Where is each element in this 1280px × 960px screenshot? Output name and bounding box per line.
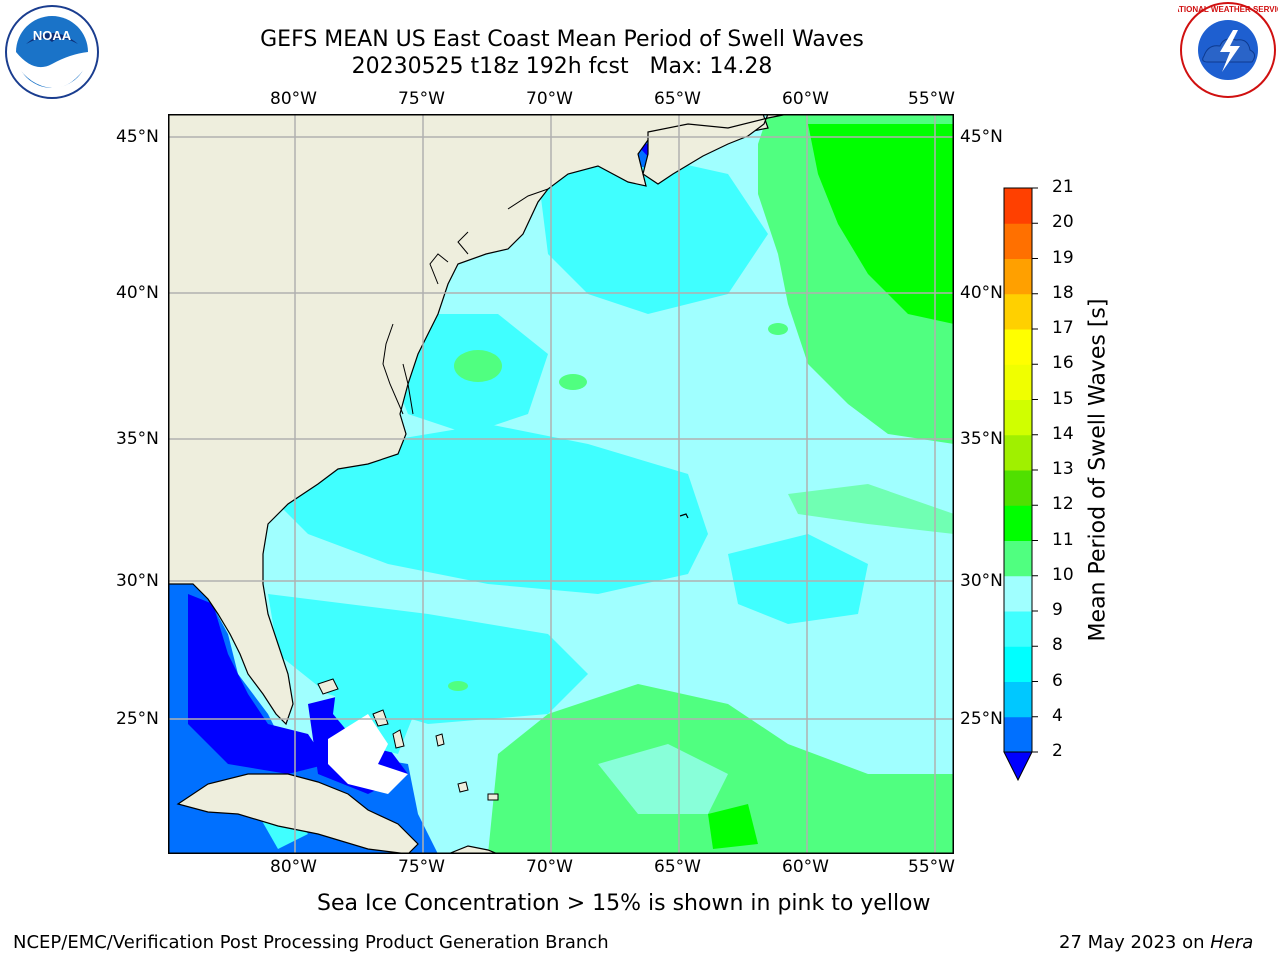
lon-label-top: 60°W	[782, 89, 829, 109]
ocean-green-spot	[559, 374, 587, 390]
colorbar-tick-label: 9	[1052, 600, 1063, 620]
lon-label-bottom: 55°W	[908, 857, 955, 877]
lat-label-left: 30°N	[116, 571, 159, 591]
ocean-green-spot	[448, 681, 468, 691]
colorbar-tick-label: 10	[1052, 564, 1074, 585]
colorbar-segment	[1004, 258, 1032, 295]
land-bermuda	[679, 513, 689, 519]
lon-label-top: 75°W	[398, 89, 445, 109]
colorbar-tick-label: 20	[1052, 212, 1074, 233]
ocean-darkgreen-patch	[708, 804, 758, 849]
lon-label-bottom: 80°W	[270, 857, 317, 877]
colorbar-under-arrow	[1003, 751, 1033, 782]
colorbar-segment	[1004, 646, 1032, 682]
nws-logo: NATIONAL WEATHER SERVICE	[1168, 0, 1280, 100]
colorbar-segment	[1004, 575, 1032, 612]
colorbar-tick-label: 11	[1052, 529, 1074, 550]
colorbar-tick-label: 4	[1052, 705, 1063, 726]
colorbar-tick-label: 21	[1052, 177, 1074, 197]
footer-machine: Hera	[1210, 932, 1254, 953]
colorbar-tick-label: 6	[1052, 670, 1063, 691]
footer-date-text: 27 May 2023 on	[1059, 932, 1211, 953]
lat-label-right: 30°N	[960, 571, 1003, 591]
colorbar-tick-label: 14	[1052, 423, 1074, 444]
colorbar-segment	[1004, 611, 1032, 647]
sea-ice-note: Sea Ice Concentration > 15% is shown in …	[317, 891, 931, 916]
ocean-cyan-region	[268, 424, 708, 594]
land-us-east-coast	[168, 114, 769, 726]
colorbar-segment	[1004, 399, 1032, 436]
lon-label-top: 70°W	[526, 89, 573, 109]
lon-label-bottom: 65°W	[654, 857, 701, 877]
ocean-deepblue-region	[188, 594, 328, 774]
colorbar-segment	[1004, 329, 1032, 365]
ocean-green-region	[488, 684, 954, 854]
ocean-cyan-region	[728, 534, 868, 624]
ocean-darkgreen-region	[808, 124, 954, 324]
colorbar-tick-label: 13	[1052, 459, 1074, 479]
colorbar-tick-label: 12	[1052, 494, 1074, 515]
lat-label-left: 35°N	[116, 429, 159, 449]
colorbar-segment	[1004, 364, 1032, 400]
ocean-green-spot	[454, 350, 502, 382]
lat-label-right: 25°N	[960, 709, 1003, 729]
colorbar-tick-label: 17	[1052, 318, 1074, 338]
colorbar-segment	[1004, 540, 1032, 577]
footer-date: 27 May 2023 on Hera	[1059, 932, 1253, 953]
colorbar	[1003, 187, 1038, 782]
map-grid	[168, 114, 954, 854]
land-hispaniola	[447, 845, 499, 854]
lon-label-top: 55°W	[908, 89, 955, 109]
colorbar-segment	[1004, 293, 1032, 330]
swell-period-map	[168, 114, 954, 854]
colorbar-tick-label: 19	[1052, 247, 1074, 268]
lon-label-top: 80°W	[270, 89, 317, 109]
colorbar-tick-label: 2	[1052, 741, 1063, 761]
lat-label-left: 45°N	[116, 127, 159, 147]
lat-label-right: 35°N	[960, 429, 1003, 449]
nws-logo-text: NATIONAL WEATHER SERVICE	[1178, 5, 1278, 14]
ocean-green-spot	[768, 323, 788, 335]
colorbar-segment	[1004, 223, 1032, 259]
bahamas-shallows	[328, 714, 408, 794]
ocean-cyan-region	[538, 154, 768, 314]
footer-credit: NCEP/EMC/Verification Post Processing Pr…	[13, 932, 609, 953]
colorbar-segment	[1004, 470, 1032, 506]
lon-label-bottom: 70°W	[526, 857, 573, 877]
lon-label-bottom: 60°W	[782, 857, 829, 877]
ocean-green-region	[788, 484, 954, 534]
colorbar-tick-label: 8	[1052, 635, 1063, 656]
noaa-logo-text: NOAA	[33, 28, 72, 43]
colorbar-segment	[1004, 188, 1032, 224]
colorbar-tick-label: 18	[1052, 282, 1074, 303]
colorbar-label: Mean Period of Swell Waves [s]	[1085, 298, 1111, 642]
lon-label-bottom: 75°W	[398, 857, 445, 877]
colorbar-segment	[1004, 716, 1032, 753]
map-subtitle: 20230525 t18z 192h fcst Max: 14.28	[351, 54, 773, 79]
colorbar-segment	[1004, 505, 1032, 541]
colorbar-segment	[1004, 434, 1032, 471]
land-cuba	[176, 773, 419, 854]
lat-label-left: 40°N	[116, 283, 159, 303]
lat-label-right: 40°N	[960, 283, 1003, 303]
colorbar-segment	[1004, 681, 1032, 718]
colorbar-tick-label: 15	[1052, 388, 1074, 409]
ocean-cyan-patch	[598, 744, 728, 814]
colorbar-tick-label: 16	[1052, 353, 1074, 374]
coastline-detail	[382, 188, 549, 415]
lon-label-top: 65°W	[654, 89, 701, 109]
map-title: GEFS MEAN US East Coast Mean Period of S…	[260, 27, 864, 52]
lat-label-right: 45°N	[960, 127, 1003, 147]
map-frame	[168, 114, 954, 854]
noaa-logo: NOAA	[4, 4, 100, 100]
land-bahamas	[317, 678, 499, 801]
lat-label-left: 25°N	[116, 709, 159, 729]
